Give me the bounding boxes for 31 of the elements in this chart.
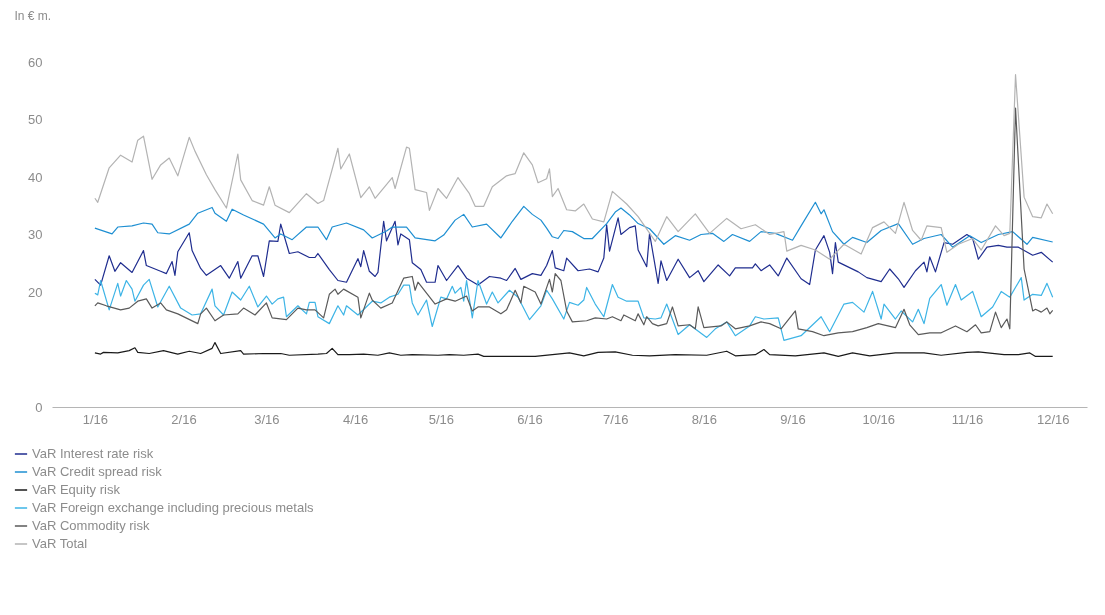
y-tick-label: 20 — [28, 284, 43, 300]
line-series — [94, 217, 1054, 288]
x-tick-label: 2/16 — [171, 411, 197, 427]
x-tick-label: 5/16 — [428, 411, 454, 427]
x-tick-label: 11/16 — [951, 411, 984, 427]
y-tick-label: 0 — [35, 399, 43, 415]
line-series — [94, 277, 1054, 341]
legend-label: VaR Total — [32, 536, 88, 551]
legend-label: VaR Interest rate risk — [32, 446, 154, 461]
line-series — [94, 342, 1054, 357]
y-axis-title: In € m. — [14, 8, 52, 23]
line-series — [94, 74, 1054, 260]
x-tick-label: 3/16 — [254, 411, 280, 427]
x-tick-label: 7/16 — [603, 411, 629, 427]
y-tick-label: 30 — [28, 227, 43, 242]
x-tick-label: 12/16 — [1036, 411, 1070, 427]
line-series — [94, 107, 1054, 337]
legend-label: VaR Commodity risk — [32, 518, 150, 533]
y-tick-label: 60 — [28, 54, 43, 70]
legend-label: VaR Foreign exchange including precious metals — [32, 500, 315, 515]
legend-label: VaR Equity risk — [32, 482, 121, 497]
y-tick-label: 50 — [28, 112, 43, 127]
x-tick-label: 9/16 — [780, 411, 806, 427]
x-tick-label: 10/16 — [862, 411, 896, 427]
line-series — [94, 201, 1054, 248]
x-tick-label: 6/16 — [517, 411, 543, 427]
x-tick-label: 8/16 — [691, 411, 718, 427]
x-tick-label: 4/16 — [342, 411, 369, 427]
x-tick-label: 1/16 — [82, 411, 109, 427]
legend-label: VaR Credit spread risk — [32, 464, 163, 479]
y-tick-label: 40 — [28, 169, 43, 185]
